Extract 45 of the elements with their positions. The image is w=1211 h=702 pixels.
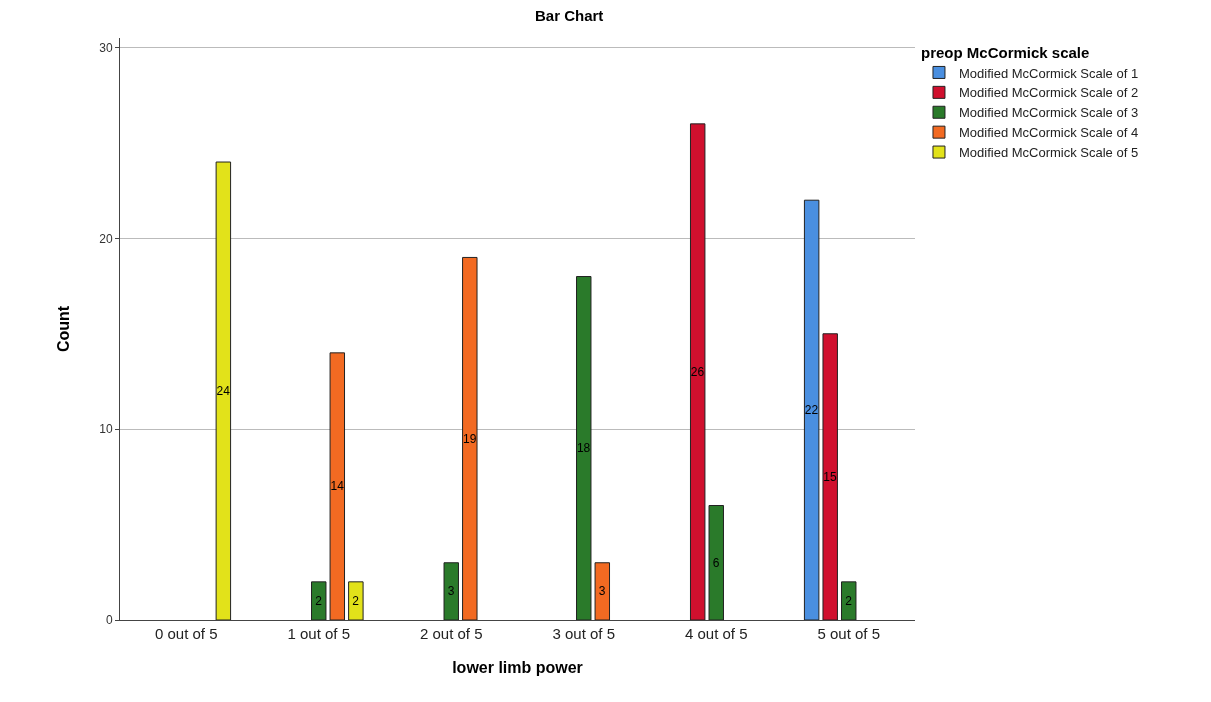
chart-title: Bar Chart	[534, 7, 604, 25]
legend-label: Modified McCormick Scale of 3	[958, 105, 1139, 121]
legend-label: Modified McCormick Scale of 4	[958, 125, 1139, 141]
legend-label: Modified McCormick Scale of 1	[958, 65, 1139, 81]
bar	[689, 123, 706, 620]
data-label: 24	[216, 384, 231, 399]
x-tick-label: 4 out of 5	[684, 625, 748, 642]
x-tick-label: 5 out of 5	[817, 625, 881, 642]
bar	[594, 562, 611, 620]
legend-title: preop McCormick scale	[920, 43, 1090, 61]
bar	[822, 333, 838, 620]
x-tick-label: 2 out of 5	[419, 625, 483, 642]
data-label: 19	[462, 431, 477, 446]
bar	[803, 199, 820, 620]
bar	[329, 352, 346, 620]
data-label: 2	[352, 593, 360, 608]
data-label: 18	[576, 441, 591, 456]
legend-label: Modified McCormick Scale of 5	[958, 145, 1139, 161]
x-axis-title: lower limb power	[452, 658, 583, 676]
y-tick-label: 0	[105, 613, 113, 628]
data-label: 3	[447, 584, 455, 599]
data-label: 6	[712, 555, 720, 570]
data-label: 2	[845, 593, 853, 608]
bar	[348, 581, 364, 620]
data-label: 22	[804, 403, 819, 418]
legend-label: Modified McCormick Scale of 2	[958, 85, 1139, 101]
bar	[576, 276, 592, 620]
data-label: 2	[315, 593, 323, 608]
y-tick-label: 30	[99, 40, 113, 55]
x-tick-label: 1 out of 5	[287, 625, 351, 642]
bar	[215, 161, 232, 620]
data-label: 14	[330, 479, 345, 494]
data-label: 3	[598, 584, 606, 599]
bar	[708, 505, 724, 620]
bar	[311, 581, 327, 620]
y-axis-title: Count	[55, 305, 73, 353]
bar	[841, 581, 857, 620]
y-tick-label: 20	[99, 231, 113, 246]
data-label: 26	[690, 364, 705, 379]
x-tick-label: 3 out of 5	[552, 625, 616, 642]
x-tick-label: 0 out of 5	[154, 625, 218, 642]
bar	[443, 562, 459, 620]
y-tick-label: 10	[99, 422, 113, 437]
data-label: 15	[823, 469, 838, 484]
bar	[462, 256, 478, 620]
